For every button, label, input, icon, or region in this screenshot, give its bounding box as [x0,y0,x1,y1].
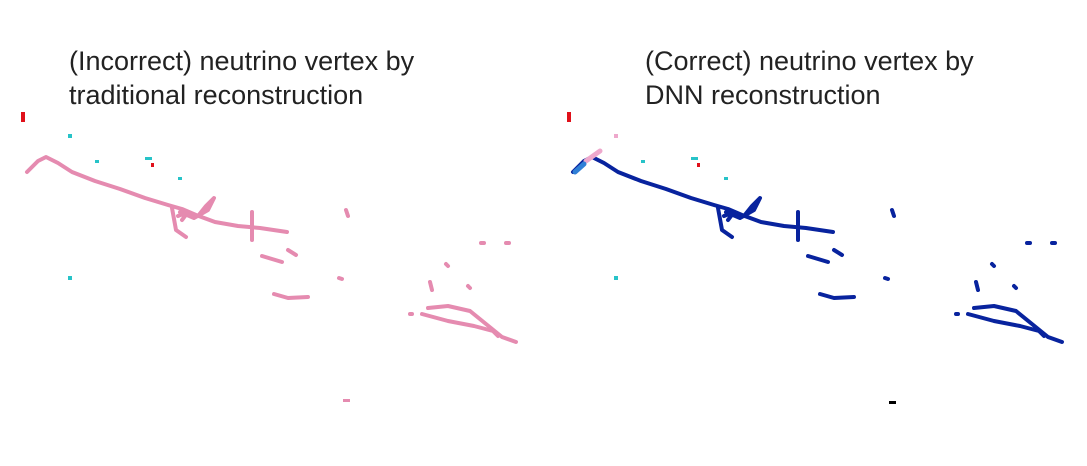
cyan-hit [68,134,72,138]
left-panel-markers [21,112,350,402]
light-blue-hits [572,161,587,175]
left-track-hits [25,155,518,344]
cyan-hit [691,157,698,160]
cyan-hit [145,157,152,160]
right-panel-markers [567,112,896,404]
left-panel-title: (Incorrect) neutrino vertex by tradition… [69,46,415,110]
cyan-hit [724,177,728,180]
right-panel-title: (Correct) neutrino vertex by DNN reconst… [645,46,974,110]
cyan-hit [641,160,645,163]
cyan-hit [95,160,99,163]
red-hit [567,112,571,122]
right-panel-event [571,155,1064,344]
cyan-hit [68,276,72,280]
red-hit [21,112,25,122]
red-hit [697,163,700,167]
right-track-hits [571,155,1064,344]
track-hit [343,399,350,402]
cyan-hit [178,177,182,180]
pink-vertex-hits [583,148,603,164]
black-hit [889,401,896,404]
left-panel-event [25,155,518,344]
red-hit [151,163,154,167]
cyan-hit [614,276,618,280]
cyan-hit [614,134,618,138]
